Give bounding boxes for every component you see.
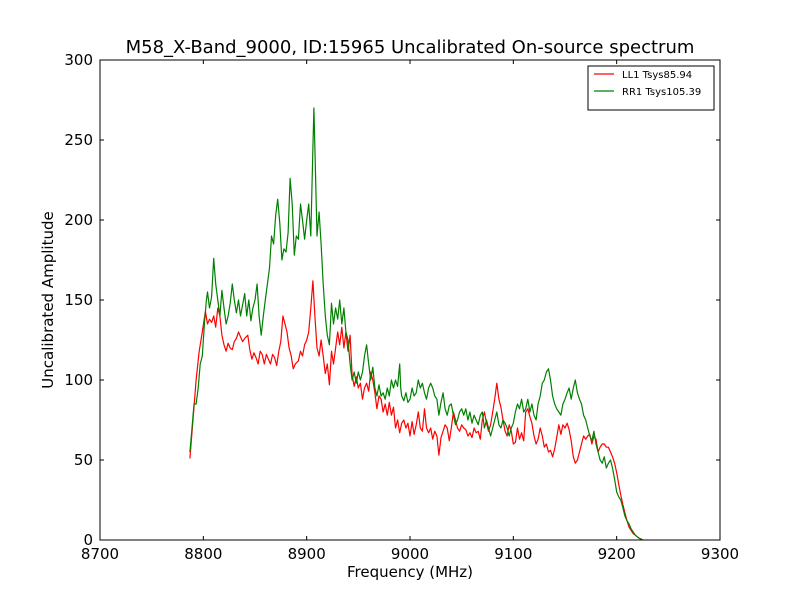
y-tick-label: 50 bbox=[74, 451, 93, 469]
y-tick-label: 100 bbox=[64, 371, 93, 389]
x-tick-label: 9300 bbox=[701, 545, 739, 563]
legend-box bbox=[587, 65, 715, 111]
y-tick-label: 250 bbox=[64, 131, 93, 149]
y-tick-label: 300 bbox=[64, 51, 93, 69]
x-tick-label: 8900 bbox=[288, 545, 326, 563]
x-tick-label: 9200 bbox=[598, 545, 636, 563]
y-tick-label: 200 bbox=[64, 211, 93, 229]
legend-label: LL1 Tsys85.94 bbox=[622, 70, 692, 81]
x-axis-label: Frequency (MHz) bbox=[347, 563, 473, 581]
x-tick-label: 8700 bbox=[81, 545, 119, 563]
legend-label: RR1 Tsys105.39 bbox=[622, 87, 701, 98]
x-tick-label: 8800 bbox=[184, 545, 222, 563]
y-axis-label: Uncalibrated Amplitude bbox=[39, 211, 57, 388]
series-layer bbox=[189, 107, 643, 540]
plot-area bbox=[100, 60, 720, 540]
series-line-1 bbox=[189, 280, 643, 540]
y-tick-label: 0 bbox=[83, 531, 93, 549]
y-axis: 0 50 100 150 200 250 300 bbox=[64, 51, 720, 549]
y-tick-label: 150 bbox=[64, 291, 93, 309]
x-axis: 8700 8800 8900 9000 9100 9200 9300 bbox=[81, 60, 739, 563]
x-tick-label: 9100 bbox=[494, 545, 532, 563]
legend: LL1 Tsys85.94 RR1 Tsys105.39 bbox=[587, 65, 715, 111]
series-line-2 bbox=[189, 107, 643, 540]
chart-title: M58_X-Band_9000, ID:15965 Uncalibrated O… bbox=[126, 37, 695, 58]
x-tick-label: 9000 bbox=[391, 545, 429, 563]
